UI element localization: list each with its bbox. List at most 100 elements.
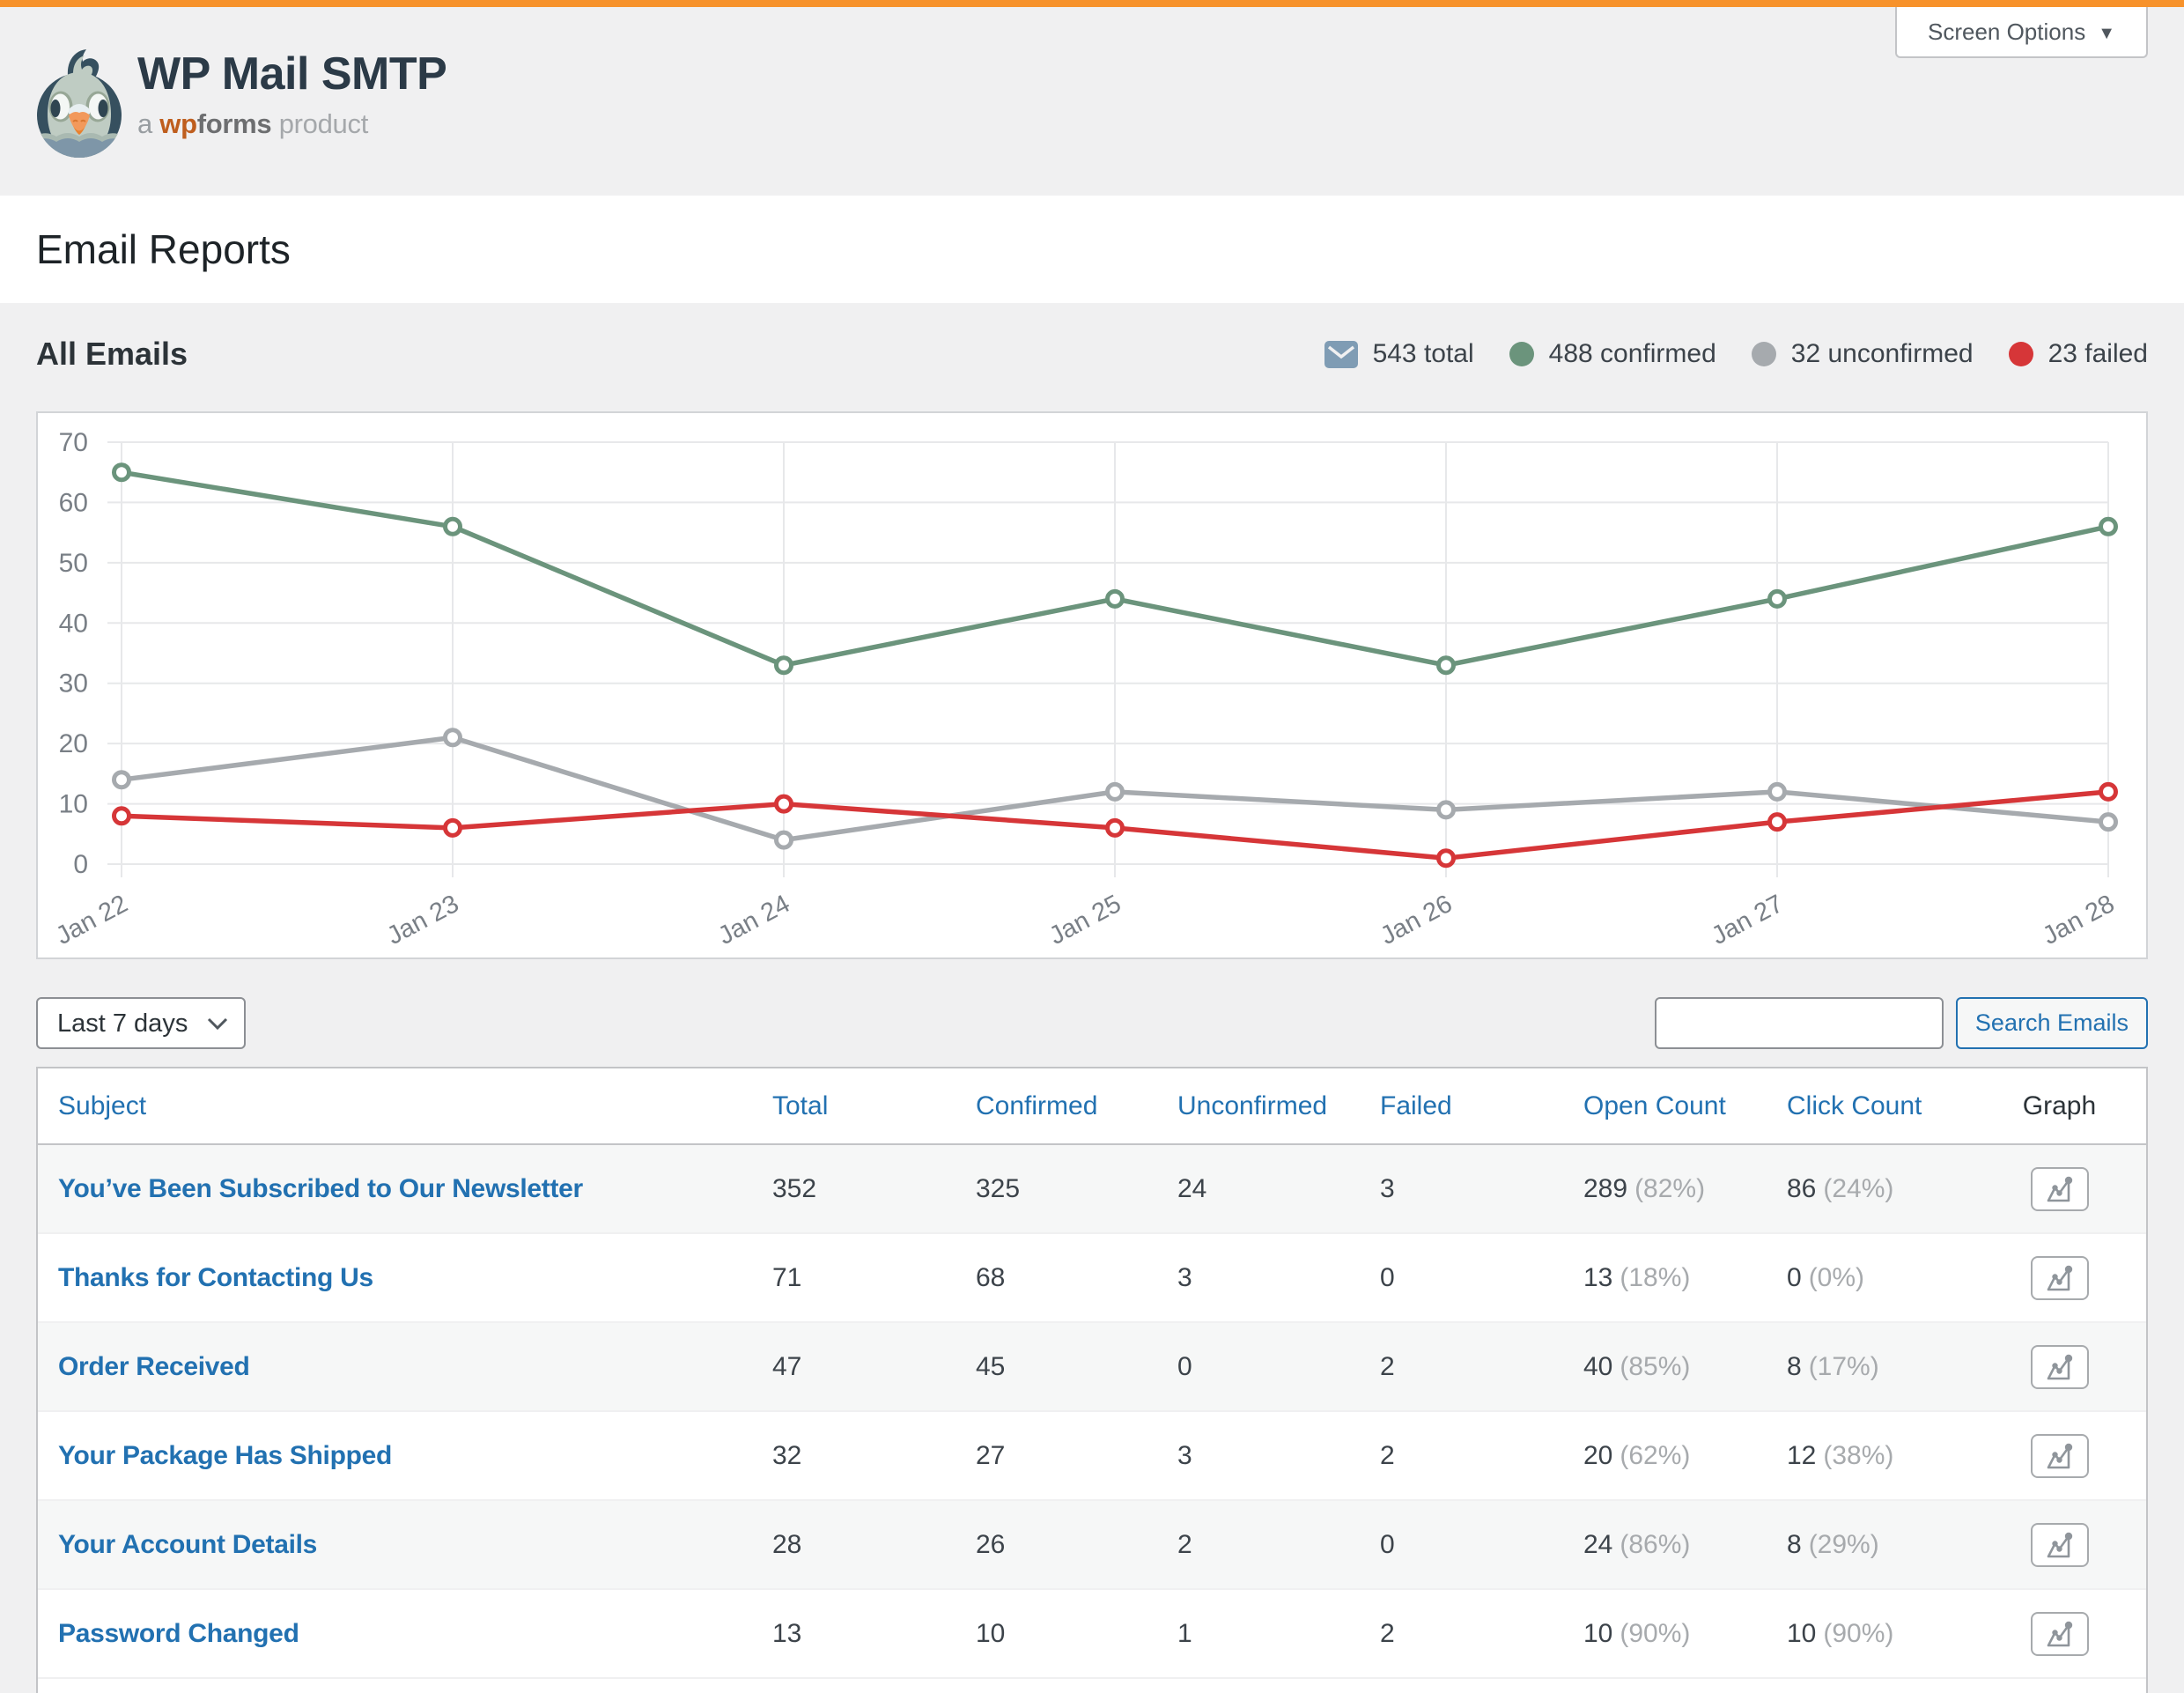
data-point-unconfirmed — [2099, 812, 2118, 832]
cell-failed: 2 — [1360, 1589, 1563, 1678]
cell-value-failed: 0 — [1380, 1262, 1395, 1292]
cell-value-click-pct: (24%) — [1823, 1173, 1894, 1203]
email-reports-table: Subject Total Confirmed Unconfirmed Fail… — [38, 1068, 2146, 1679]
sort-click-count-link[interactable]: Click Count — [1787, 1090, 1922, 1120]
data-point-confirmed — [443, 516, 462, 536]
data-point-failed — [1436, 848, 1456, 869]
view-graph-button[interactable] — [2030, 1255, 2089, 1300]
cell-value-open-pct: (82%) — [1634, 1173, 1706, 1203]
email-subject-link[interactable]: Password Changed — [58, 1618, 299, 1648]
date-range-select[interactable]: Last 7 days — [36, 997, 246, 1049]
column-header-graph: Graph — [2022, 1090, 2097, 1120]
cell-click-count: 8 (17%) — [1767, 1322, 1973, 1411]
email-subject-link[interactable]: Order Received — [58, 1351, 250, 1381]
search-input[interactable] — [1654, 997, 1944, 1049]
cell-value-open-count: 10 — [1583, 1618, 1613, 1648]
wpforms-brand-wp: wp — [159, 108, 197, 139]
view-graph-button[interactable] — [2030, 1166, 2089, 1211]
cell-value-unconfirmed: 3 — [1177, 1440, 1192, 1470]
y-axis-tick-label: 10 — [59, 790, 88, 819]
column-header-total: Total — [752, 1068, 956, 1144]
email-subject-link[interactable]: You’ve Been Subscribed to Our Newsletter — [58, 1173, 583, 1203]
cell-value-open-count: 40 — [1583, 1351, 1613, 1381]
cell-confirmed: 26 — [956, 1500, 1157, 1589]
cell-value-open-pct: (85%) — [1620, 1351, 1691, 1381]
sort-subject-link[interactable]: Subject — [58, 1090, 147, 1120]
page-title-band: Email Reports — [0, 196, 2184, 303]
data-point-unconfirmed — [1436, 800, 1456, 820]
column-header-unconfirmed: Unconfirmed — [1157, 1068, 1360, 1144]
cell-total: 32 — [752, 1411, 956, 1500]
data-point-failed — [774, 794, 793, 814]
failed-dot-icon — [2008, 342, 2033, 366]
cell-value-confirmed: 10 — [976, 1618, 1006, 1648]
section-title: All Emails — [36, 336, 188, 372]
legend-label: 488 confirmed — [1548, 339, 1716, 368]
cell-confirmed: 68 — [956, 1233, 1157, 1322]
view-graph-button[interactable] — [2030, 1433, 2089, 1478]
cell-open-count: 10 (90%) — [1563, 1589, 1767, 1678]
cell-graph — [1973, 1500, 2146, 1589]
view-graph-button[interactable] — [2030, 1344, 2089, 1389]
cell-value-confirmed: 325 — [976, 1173, 1021, 1203]
view-graph-button[interactable] — [2030, 1611, 2089, 1656]
brand-top-bar — [0, 0, 2184, 7]
cell-value-open-count: 24 — [1583, 1529, 1613, 1559]
legend-label: 32 unconfirmed — [1790, 339, 1974, 368]
cell-failed: 0 — [1360, 1233, 1563, 1322]
cell-value-total: 352 — [772, 1173, 817, 1203]
data-point-unconfirmed — [443, 728, 462, 748]
email-subject-link[interactable]: Thanks for Contacting Us — [58, 1262, 373, 1292]
legend-label: 23 failed — [2048, 339, 2148, 368]
cell-value-failed: 2 — [1380, 1351, 1395, 1381]
cell-confirmed: 325 — [956, 1144, 1157, 1233]
screen-options-button[interactable]: Screen Options ▼ — [1894, 7, 2148, 58]
plugin-title: WP Mail SMTP — [137, 48, 447, 100]
cell-subject: Your Account Details — [38, 1500, 752, 1589]
sort-open-count-link[interactable]: Open Count — [1583, 1090, 1726, 1120]
search-emails-button[interactable]: Search Emails — [1955, 997, 2148, 1049]
email-subject-link[interactable]: Your Account Details — [58, 1529, 318, 1559]
table-row: You’ve Been Subscribed to Our Newsletter… — [38, 1144, 2146, 1233]
data-point-confirmed — [1436, 655, 1456, 676]
y-axis-tick-label: 0 — [73, 850, 88, 879]
cell-unconfirmed: 2 — [1157, 1500, 1360, 1589]
cell-confirmed: 45 — [956, 1322, 1157, 1411]
graph-icon — [2047, 1621, 2072, 1646]
plugin-subtitle: a wpforms product — [137, 108, 369, 139]
cell-value-confirmed: 68 — [976, 1262, 1006, 1292]
x-axis-tick-label: Jan 23 — [382, 890, 463, 950]
cell-failed: 2 — [1360, 1411, 1563, 1500]
x-axis-tick-label: Jan 26 — [1376, 890, 1457, 950]
email-chart-card: 0 10 20 30 40 50 60 70 Jan 22 Jan 23 Jan 24 Jan 25 J… — [36, 411, 2148, 959]
cell-graph — [1973, 1144, 2146, 1233]
email-subject-link[interactable]: Your Package Has Shipped — [58, 1440, 393, 1470]
sort-confirmed-link[interactable]: Confirmed — [976, 1090, 1098, 1120]
cell-value-click-count: 10 — [1787, 1618, 1817, 1648]
cell-total: 28 — [752, 1500, 956, 1589]
y-axis-tick-label: 40 — [59, 609, 88, 638]
cell-total: 47 — [752, 1322, 956, 1411]
view-graph-button[interactable] — [2030, 1522, 2089, 1567]
y-axis-tick-label: 50 — [59, 549, 88, 578]
plugin-title-block: WP Mail SMTP a wpforms product — [137, 46, 447, 140]
cell-failed: 2 — [1360, 1322, 1563, 1411]
cell-value-open-pct: (18%) — [1620, 1262, 1691, 1292]
sort-failed-link[interactable]: Failed — [1380, 1090, 1452, 1120]
x-axis-tick-label: Jan 28 — [2038, 890, 2119, 950]
section-head: All Emails 543 total 488 confirmed 32 un… — [36, 329, 2148, 379]
cell-confirmed: 27 — [956, 1411, 1157, 1500]
sort-unconfirmed-link[interactable]: Unconfirmed — [1177, 1090, 1328, 1120]
sort-total-link[interactable]: Total — [772, 1090, 829, 1120]
column-header-failed: Failed — [1360, 1068, 1563, 1144]
cell-value-open-pct: (90%) — [1620, 1618, 1691, 1648]
cell-value-click-count: 86 — [1787, 1173, 1817, 1203]
column-header-open-count: Open Count — [1563, 1068, 1767, 1144]
data-point-confirmed — [1767, 588, 1787, 609]
graph-icon — [2047, 1532, 2072, 1557]
cell-value-click-pct: (29%) — [1808, 1529, 1879, 1559]
cell-subject: Order Received — [38, 1322, 752, 1411]
cell-value-failed: 0 — [1380, 1529, 1395, 1559]
legend-item-total: 543 total — [1324, 339, 1474, 369]
y-axis-tick-label: 30 — [59, 669, 88, 699]
